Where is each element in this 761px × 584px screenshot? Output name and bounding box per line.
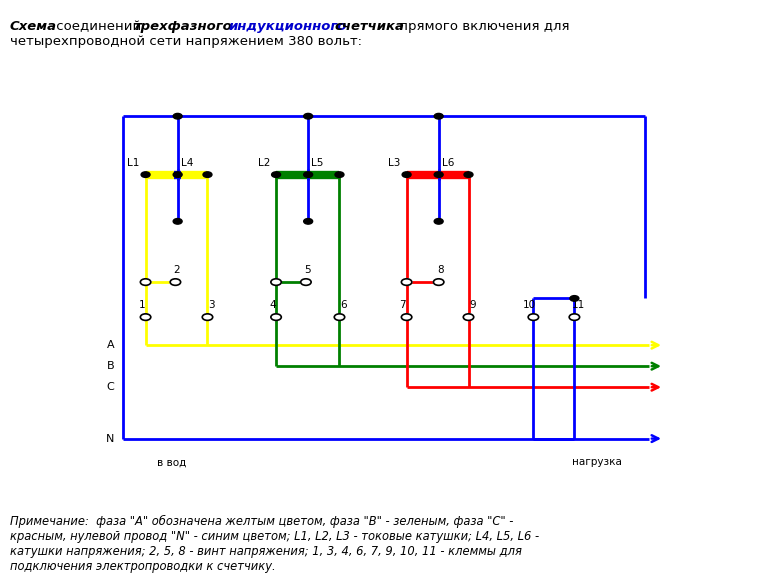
Text: B: B	[107, 361, 114, 371]
Text: прямого включения для: прямого включения для	[395, 20, 569, 33]
Text: 3: 3	[208, 300, 215, 310]
Circle shape	[401, 314, 412, 321]
Circle shape	[202, 314, 213, 321]
Circle shape	[272, 172, 281, 178]
Circle shape	[203, 172, 212, 178]
Circle shape	[435, 113, 443, 119]
Text: четырехпроводной сети напряжением 380 вольт:: четырехпроводной сети напряжением 380 во…	[10, 35, 362, 48]
Circle shape	[304, 113, 313, 119]
Circle shape	[174, 172, 182, 178]
Circle shape	[335, 172, 344, 178]
Text: C: C	[107, 382, 114, 392]
Circle shape	[304, 218, 313, 224]
Text: 5: 5	[304, 265, 310, 274]
Circle shape	[304, 172, 313, 178]
Text: 8: 8	[437, 265, 444, 274]
Circle shape	[434, 279, 444, 286]
Text: 10: 10	[523, 300, 537, 310]
Text: L3: L3	[388, 158, 400, 168]
Text: L2: L2	[258, 158, 270, 168]
Text: Схема: Схема	[10, 20, 57, 33]
Circle shape	[528, 314, 539, 321]
Text: Примечание:  фаза "А" обозначена желтым цветом, фаза "В" - зеленым, фаза "С" -
к: Примечание: фаза "А" обозначена желтым ц…	[10, 515, 539, 573]
Circle shape	[463, 314, 473, 321]
Text: индукционного: индукционного	[228, 20, 347, 33]
Text: 4: 4	[269, 300, 275, 310]
Circle shape	[464, 172, 473, 178]
Circle shape	[170, 279, 180, 286]
Text: 2: 2	[174, 265, 180, 274]
Text: в вод: в вод	[157, 457, 186, 467]
Text: 11: 11	[572, 300, 584, 310]
Circle shape	[570, 296, 579, 301]
Circle shape	[140, 279, 151, 286]
Circle shape	[271, 279, 282, 286]
Text: N: N	[106, 433, 114, 444]
Circle shape	[334, 314, 345, 321]
Text: L4: L4	[180, 158, 193, 168]
Circle shape	[435, 172, 443, 178]
Text: нагрузка: нагрузка	[572, 457, 622, 467]
Text: счетчика: счетчика	[335, 20, 405, 33]
Text: 9: 9	[469, 300, 476, 310]
Text: L6: L6	[441, 158, 454, 168]
Circle shape	[174, 218, 182, 224]
Circle shape	[301, 279, 311, 286]
Circle shape	[401, 279, 412, 286]
Text: 7: 7	[400, 300, 406, 310]
Text: L1: L1	[127, 158, 139, 168]
Circle shape	[174, 113, 182, 119]
Text: 1: 1	[139, 300, 145, 310]
Circle shape	[141, 172, 150, 178]
Circle shape	[435, 218, 443, 224]
Text: A: A	[107, 340, 114, 350]
Text: L5: L5	[311, 158, 323, 168]
Circle shape	[140, 314, 151, 321]
Circle shape	[271, 314, 282, 321]
Circle shape	[402, 172, 411, 178]
Text: 6: 6	[340, 300, 346, 310]
Text: соединений: соединений	[52, 20, 145, 33]
Circle shape	[569, 314, 580, 321]
Text: трехфазного: трехфазного	[133, 20, 232, 33]
